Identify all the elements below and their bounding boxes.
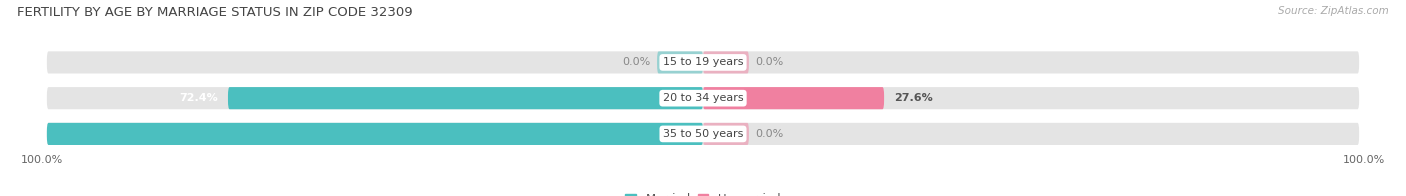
Text: 35 to 50 years: 35 to 50 years <box>662 129 744 139</box>
Text: Source: ZipAtlas.com: Source: ZipAtlas.com <box>1278 6 1389 16</box>
FancyBboxPatch shape <box>703 87 884 109</box>
FancyBboxPatch shape <box>46 123 1360 145</box>
Text: FERTILITY BY AGE BY MARRIAGE STATUS IN ZIP CODE 32309: FERTILITY BY AGE BY MARRIAGE STATUS IN Z… <box>17 6 412 19</box>
Text: 100.0%: 100.0% <box>1343 155 1385 165</box>
Text: 15 to 19 years: 15 to 19 years <box>662 57 744 67</box>
FancyBboxPatch shape <box>46 87 1360 109</box>
Text: 0.0%: 0.0% <box>623 57 651 67</box>
Text: 72.4%: 72.4% <box>180 93 218 103</box>
Text: 100.0%: 100.0% <box>21 155 63 165</box>
Text: 0.0%: 0.0% <box>755 129 783 139</box>
FancyBboxPatch shape <box>703 123 749 145</box>
Text: 20 to 34 years: 20 to 34 years <box>662 93 744 103</box>
FancyBboxPatch shape <box>46 123 703 145</box>
Legend: Married, Unmarried: Married, Unmarried <box>626 193 780 196</box>
FancyBboxPatch shape <box>46 51 1360 74</box>
FancyBboxPatch shape <box>228 87 703 109</box>
FancyBboxPatch shape <box>657 51 703 74</box>
Text: 27.6%: 27.6% <box>894 93 932 103</box>
Text: 0.0%: 0.0% <box>755 57 783 67</box>
FancyBboxPatch shape <box>703 51 749 74</box>
Text: 100.0%: 100.0% <box>0 129 37 139</box>
